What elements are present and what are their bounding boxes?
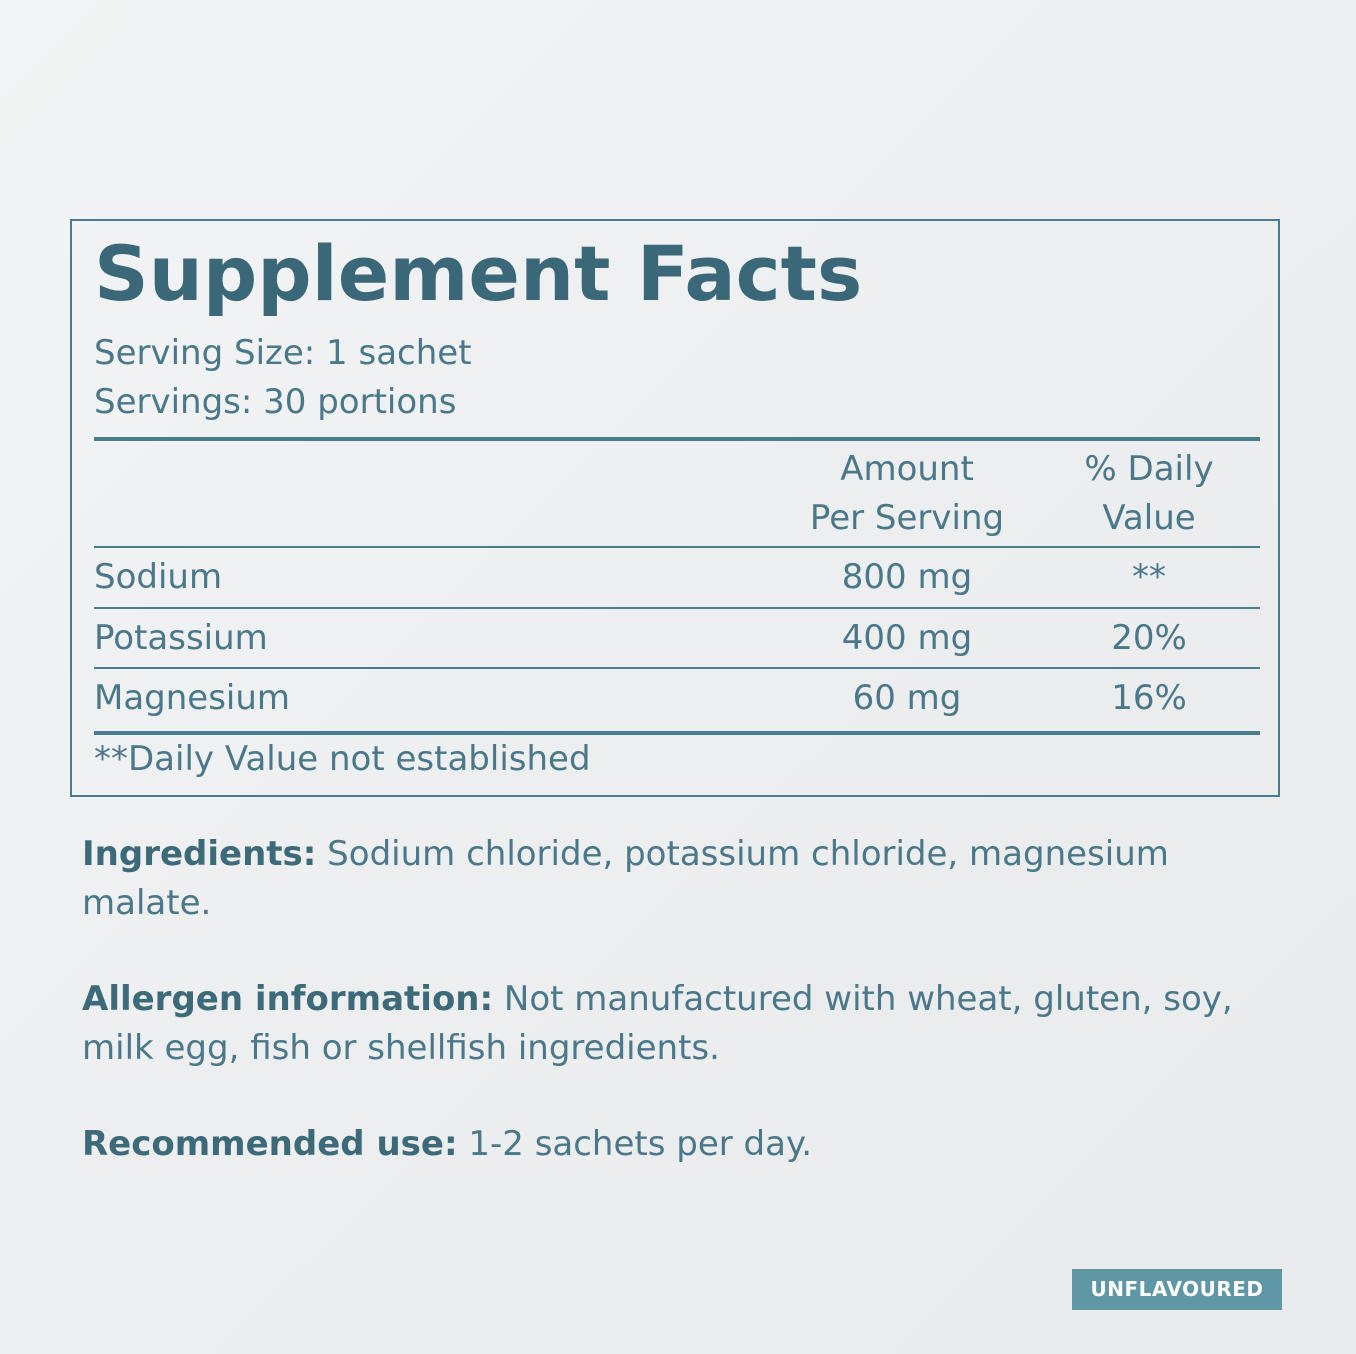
amount-header-line1: Amount <box>840 449 974 489</box>
nutrient-amount: 400 mg <box>841 618 973 658</box>
allergen-label: Allergen information: <box>82 979 494 1019</box>
facts-title: Supplement Facts <box>94 229 863 318</box>
amount-header-line2: Per Serving <box>809 498 1005 538</box>
table-rule <box>94 607 1260 609</box>
nutrient-amount: 800 mg <box>841 557 973 597</box>
servings-count: Servings: 30 portions <box>94 382 457 422</box>
table-rule <box>94 546 1260 548</box>
nutrient-name: Potassium <box>94 618 268 658</box>
table-rule <box>94 667 1260 669</box>
allergen-text: Not manufactured with wheat, gluten, soy… <box>82 979 1233 1068</box>
recommended-use-label: Recommended use: <box>82 1124 458 1164</box>
serving-size: Serving Size: 1 sachet <box>94 333 472 373</box>
ingredients: Ingredients: Sodium chloride, potassium … <box>82 830 1242 928</box>
allergen-information: Allergen information: Not manufactured w… <box>82 975 1242 1073</box>
supplement-facts-panel: Supplement Facts Serving Size: 1 sachet … <box>70 219 1280 797</box>
recommended-use-text: 1-2 sachets per day. <box>457 1124 813 1164</box>
header-rule <box>94 437 1260 441</box>
amount-header: Amount Per Serving <box>777 445 1037 543</box>
nutrient-daily-value: 16% <box>1111 678 1187 718</box>
footnote: **Daily Value not established <box>94 739 591 779</box>
flavour-badge: UNFLAVOURED <box>1072 1269 1282 1310</box>
dv-header-line1: % Daily <box>1084 449 1214 489</box>
nutrient-name: Magnesium <box>94 678 291 718</box>
nutrient-daily-value: 20% <box>1111 618 1187 658</box>
nutrient-amount: 60 mg <box>852 678 962 718</box>
daily-value-header: % Daily Value <box>1044 445 1254 543</box>
nutrient-name: Sodium <box>94 557 223 597</box>
nutrient-daily-value: ** <box>1132 557 1166 597</box>
ingredients-label: Ingredients: <box>82 834 317 874</box>
ingredients-text: Sodium chloride, potassium chloride, mag… <box>82 834 1169 923</box>
dv-header-line2: Value <box>1102 498 1196 538</box>
footer-rule <box>94 731 1260 735</box>
recommended-use: Recommended use: 1-2 sachets per day. <box>82 1120 1242 1169</box>
